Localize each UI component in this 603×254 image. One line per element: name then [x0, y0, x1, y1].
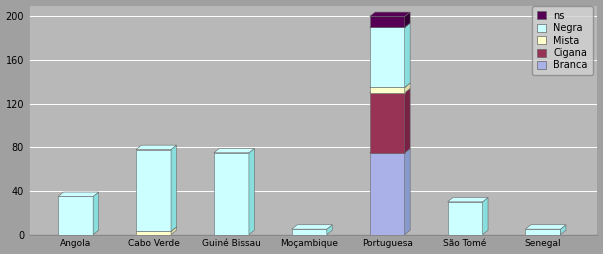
Polygon shape — [249, 148, 254, 235]
Polygon shape — [405, 12, 410, 27]
Polygon shape — [405, 23, 410, 87]
Polygon shape — [171, 145, 177, 231]
Polygon shape — [525, 225, 566, 229]
Polygon shape — [370, 23, 410, 27]
Polygon shape — [405, 148, 410, 235]
Bar — [136, 150, 171, 231]
Polygon shape — [327, 225, 332, 235]
Polygon shape — [370, 83, 410, 87]
Legend: ns, Negra, Mista, Cigana, Branca: ns, Negra, Mista, Cigana, Branca — [532, 6, 593, 75]
Polygon shape — [370, 12, 410, 17]
Polygon shape — [93, 192, 99, 235]
Polygon shape — [405, 88, 410, 153]
Polygon shape — [560, 225, 566, 235]
Polygon shape — [292, 225, 332, 229]
Polygon shape — [370, 148, 410, 153]
Polygon shape — [482, 198, 488, 235]
Bar — [370, 93, 405, 153]
Bar — [370, 87, 405, 93]
Bar — [525, 229, 560, 235]
Polygon shape — [171, 227, 177, 235]
Bar — [214, 153, 249, 235]
Bar — [370, 17, 405, 27]
Bar — [447, 202, 482, 235]
Bar — [370, 153, 405, 235]
Polygon shape — [136, 227, 177, 231]
Bar — [370, 27, 405, 87]
Polygon shape — [405, 83, 410, 93]
Bar — [136, 231, 171, 235]
Bar — [58, 196, 93, 235]
Polygon shape — [370, 88, 410, 93]
Polygon shape — [447, 198, 488, 202]
Polygon shape — [214, 148, 254, 153]
Polygon shape — [136, 145, 177, 150]
Polygon shape — [58, 192, 99, 196]
Bar — [292, 229, 327, 235]
